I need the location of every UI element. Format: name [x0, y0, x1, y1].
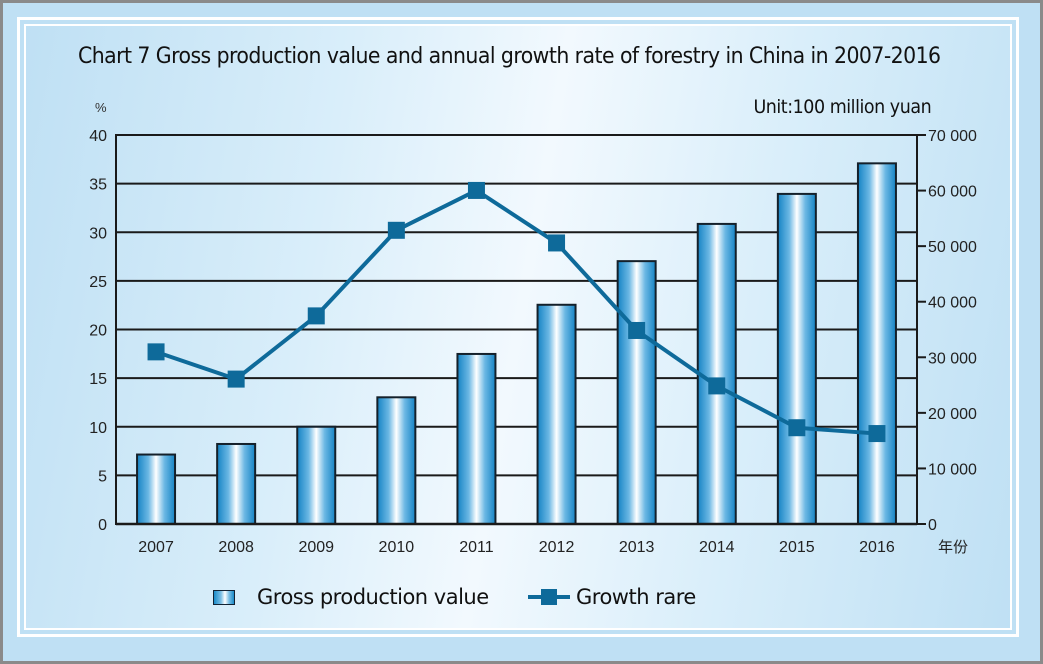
line-marker-legend-icon: [528, 589, 570, 605]
growth-marker-2016: [868, 425, 886, 443]
bar-legend-swatch-icon: [213, 589, 235, 605]
left-axis-tick-label: 0: [98, 517, 107, 534]
right-axis-tick-label: 30 000: [928, 350, 977, 367]
right-axis-tick-label: 50 000: [928, 239, 977, 256]
left-axis-tick-label: 40: [89, 128, 107, 145]
x-axis-tick-label: 2007: [138, 539, 174, 556]
x-axis-tick-label: 2008: [218, 539, 254, 556]
left-axis-tick-label: 30: [89, 225, 107, 242]
growth-marker-2007: [147, 343, 165, 361]
x-axis-tick-label: 2010: [379, 539, 415, 556]
left-axis-tick-label: 10: [89, 420, 107, 437]
line-series: [147, 181, 886, 443]
x-axis-tick-label: 2012: [539, 539, 575, 556]
bar-2010: [376, 396, 417, 526]
bar-2013: [616, 260, 657, 525]
left-axis-tick-label: 20: [89, 323, 107, 340]
growth-marker-2014: [708, 377, 726, 395]
legend-item-growth-rate: Growth rare: [528, 582, 696, 612]
bar-series: [136, 162, 897, 526]
legend-item-gross-production: Gross production value: [213, 582, 489, 612]
x-axis-tick-label: 2013: [619, 539, 655, 556]
right-axis-tick-label: 0: [928, 517, 937, 534]
growth-marker-2015: [788, 419, 806, 437]
chart-title: Chart 7 Gross production value and annua…: [78, 44, 941, 69]
bar-2015: [776, 192, 817, 526]
right-axis-tick-label: 40 000: [928, 295, 977, 312]
left-axis-tick-label: 5: [98, 468, 107, 485]
bar-2012: [536, 303, 577, 525]
bar-2009: [296, 425, 337, 525]
right-axis-unit: Unit:100 million yuan: [753, 96, 931, 118]
right-axis-tick-label: 70 000: [928, 128, 977, 145]
growth-marker-2008: [227, 370, 245, 388]
x-axis-tick-label: 2011: [459, 539, 494, 556]
left-axis-tick-label: 15: [89, 371, 107, 388]
bar-2014: [696, 222, 737, 526]
x-axis-tick-label: 2014: [699, 539, 735, 556]
chart-frame-outer: [17, 17, 1019, 637]
growth-marker-2009: [307, 307, 325, 325]
axis-labels: 0 5 10 15 20 25 30 35 40 0 10 000 20 000 30 000 40 00…: [89, 128, 977, 556]
growth-marker-2010: [387, 221, 405, 239]
growth-marker-2013: [628, 321, 646, 339]
bar-2007: [136, 453, 177, 525]
axes: [115, 134, 926, 526]
x-axis-tick-label: 2009: [298, 539, 334, 556]
right-axis-tick-label: 20 000: [928, 406, 977, 423]
left-axis-tick-label: 25: [89, 274, 107, 291]
chart-frame-inner: [24, 24, 1012, 630]
x-axis-suffix-label: 年份: [938, 538, 968, 556]
growth-rate-line: [155, 188, 878, 436]
left-axis-unit: %: [95, 100, 107, 115]
left-axis-tick-label: 35: [89, 177, 107, 194]
legend-label-growth: Growth rare: [576, 585, 696, 609]
bar-2008: [216, 442, 257, 525]
x-axis-tick-label: 2016: [859, 539, 895, 556]
growth-marker-2011: [467, 181, 485, 199]
legend-label-gross: Gross production value: [257, 585, 489, 609]
bar-2011: [456, 352, 497, 525]
right-axis-tick-label: 10 000: [928, 461, 977, 478]
bar-2016: [856, 162, 897, 525]
growth-marker-2012: [548, 234, 566, 252]
x-axis-tick-label: 2015: [779, 539, 815, 556]
right-axis-tick-label: 60 000: [928, 184, 977, 201]
